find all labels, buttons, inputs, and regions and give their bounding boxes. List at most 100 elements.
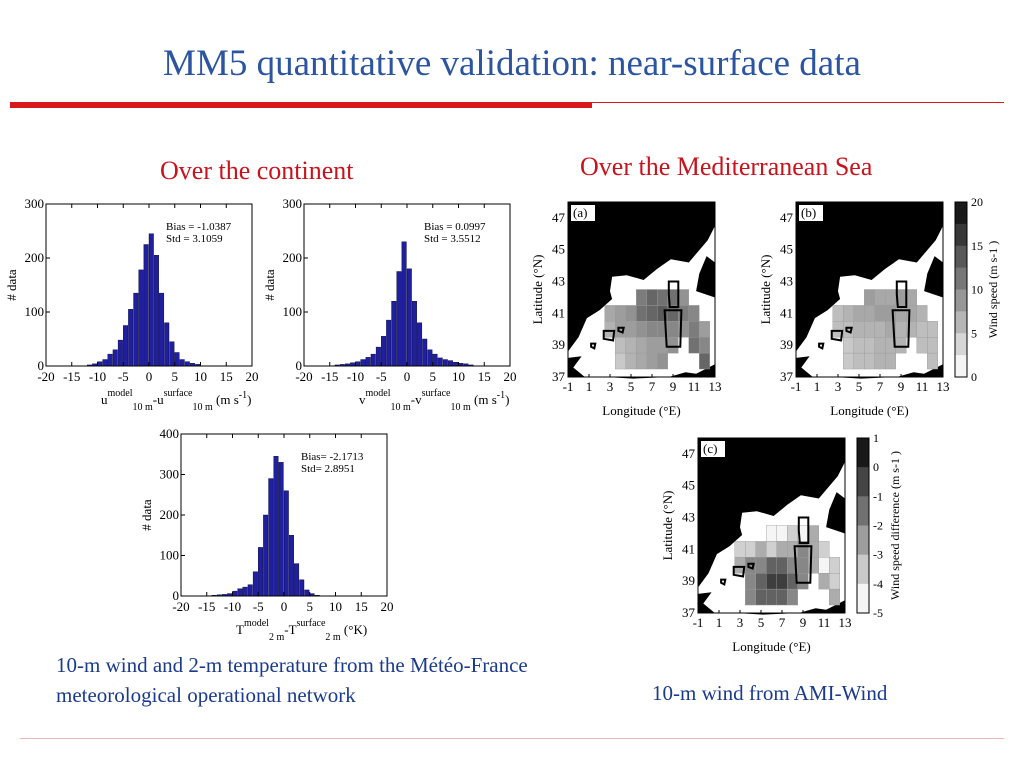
colorbar-tick-label: 15 [971,239,983,253]
colorbar-tick-label: 0 [873,460,879,474]
x-tick-label: 15 [220,369,233,384]
land-mass [735,600,845,615]
x-tick-label: 15 [478,369,491,384]
grid-cell [916,305,928,322]
grid-cell [625,352,637,370]
x-tick-label: -10 [224,599,241,614]
colorbar-tick-label: -2 [873,519,883,533]
y-tick-label: 47 [682,446,696,461]
y-axis-label: Latitude (°N) [758,255,773,325]
x-axis-label: umodel10 m-usurface10 m (m s-1) [101,388,251,413]
grid-cell [874,337,886,354]
grid-cell [927,337,938,354]
x-tick-label: 5 [856,379,863,394]
grid-cell [885,352,896,370]
island-outline [732,565,746,578]
histogram-bar [370,353,376,367]
y-tick-label: 45 [780,242,793,257]
grid-cell [678,289,689,306]
panel-label: (a) [573,205,587,220]
y-tick-label: 0 [38,358,45,373]
stats-label: Bias= -2.1713 [301,451,364,463]
grid-cell [829,588,840,606]
histogram-bar [169,341,175,367]
grid-cell [755,588,767,606]
histogram-bar [102,359,108,367]
x-tick-label: 1 [586,379,593,394]
colorbar-swatch [857,467,869,497]
y-tick-label: 39 [682,573,695,588]
y-tick-label: 100 [25,304,45,319]
y-tick-label: 41 [780,305,793,320]
y-tick-label: 400 [160,426,180,441]
grid-cell [745,588,756,606]
colorbar-label: Wind speed (m s-1 ) [986,241,1000,339]
heading-mediterranean: Over the Mediterranean Sea [580,152,873,181]
grid-cell [916,321,928,338]
y-tick-label: 300 [283,196,303,211]
land-mass [568,202,715,352]
island-outline [720,578,727,586]
x-tick-label: 7 [649,379,656,394]
land-mass [833,364,943,379]
y-tick-label: 47 [552,210,566,225]
panel-label-bg [799,205,823,221]
histogram-bar [273,456,279,597]
grid-cell [818,573,830,590]
land-mass [796,356,813,377]
grid-cell [625,337,637,354]
panel-label-bg [571,205,595,221]
grid-cell [864,337,875,354]
grid-cell [829,557,840,574]
grid-cell [688,305,700,322]
histogram-bar [107,353,113,367]
histogram-bar [365,357,371,367]
land-mass [796,202,943,352]
x-tick-label: -20 [37,369,54,384]
x-tick-label: 20 [246,369,259,384]
grid-cell [797,573,809,590]
y-axis-label: # data [4,269,19,301]
x-axis-label: Tmodel2 m-Tsurface2 m (°K) [236,618,367,643]
grid-cell [699,321,710,338]
map-frame [697,437,846,614]
island-outline [895,280,908,308]
title-rule-thin [592,102,1004,103]
colorbar-swatch [955,333,967,356]
colorbar-label: Wind speed difference (m s-1 ) [888,451,902,600]
grid-cell [688,321,700,338]
grid-cell [864,352,875,370]
x-tick-label: 5 [628,379,635,394]
histogram-bar [133,292,139,367]
grid-cell [766,588,777,606]
histogram-bar [294,563,300,597]
grid-cell [734,541,746,558]
x-axis-label: vmodel10 m-vsurface10 m (m s-1) [359,388,509,413]
y-axis-label: Latitude (°N) [660,491,675,561]
x-tick-label: -15 [198,599,215,614]
x-tick-label: -10 [347,369,364,384]
histogram-bar [304,589,310,597]
x-tick-label: 10 [194,369,207,384]
x-axis-label: Longitude (°E) [602,403,680,418]
colorbar-swatch [857,438,869,468]
colorbar-swatch [955,355,967,378]
x-tick-label: 11 [818,615,831,630]
y-tick-label: 37 [552,369,566,384]
land-mass [605,364,715,379]
x-tick-label: 11 [688,379,701,394]
colorbar-swatch [857,496,869,526]
histogram-bar [417,322,423,367]
grid-cell [927,321,938,338]
grid-cell [615,352,626,370]
histogram-bar [159,292,165,367]
x-tick-label: 5 [430,369,437,384]
x-tick-label: 7 [877,379,884,394]
histogram-bar [179,359,185,367]
colorbar-tick-label: -1 [873,489,883,503]
x-tick-label: 1 [814,379,821,394]
grid-cell [636,337,647,354]
